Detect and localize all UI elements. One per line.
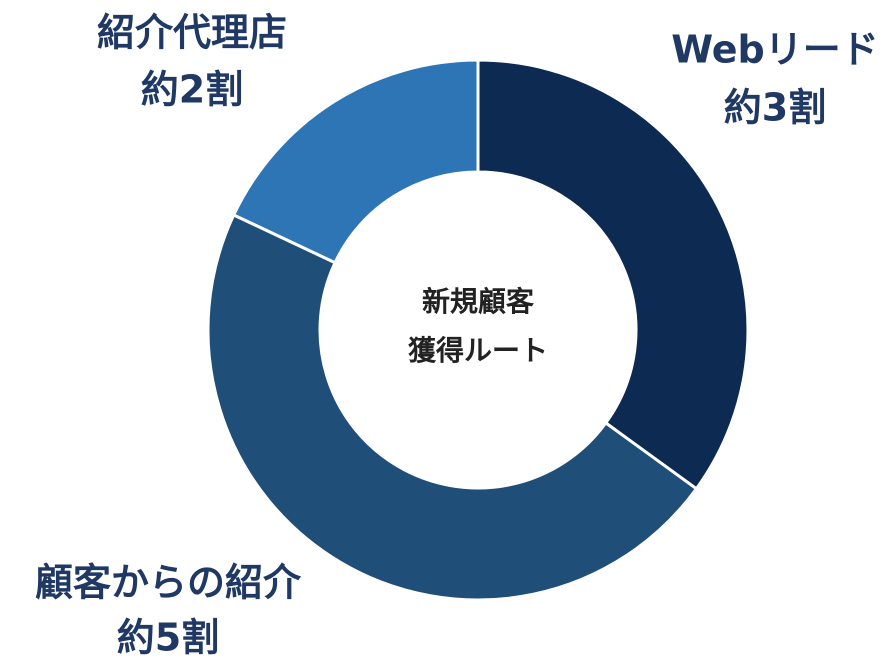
value-label: 約2割 <box>141 68 243 112</box>
value-label: 約5割 <box>117 616 219 660</box>
donut-slice <box>206 213 699 602</box>
center-label: 新規顧客 <box>422 285 535 318</box>
value-label: 約3割 <box>724 86 826 130</box>
slice-label: 顧客からの紹介 <box>35 561 302 605</box>
center-label: 獲得ルート <box>408 334 548 367</box>
slice-label: 紹介代理店 <box>97 11 287 55</box>
slice-label: Webリード <box>671 28 879 72</box>
donut-slice <box>231 58 480 265</box>
donut-slice <box>476 58 750 491</box>
